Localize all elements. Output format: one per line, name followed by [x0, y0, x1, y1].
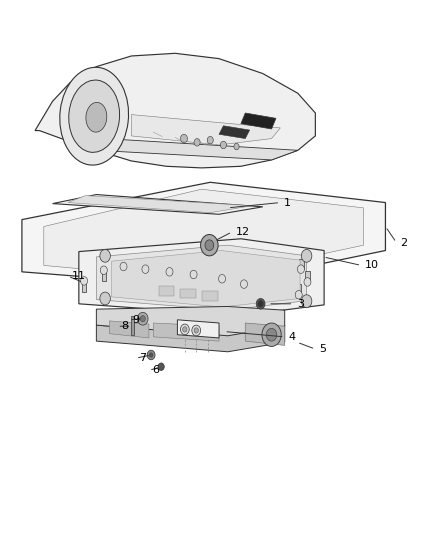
Text: 12: 12 — [236, 227, 250, 237]
Circle shape — [81, 277, 88, 285]
Text: 6: 6 — [152, 366, 159, 375]
Bar — [180, 289, 196, 298]
Circle shape — [180, 134, 187, 143]
Polygon shape — [96, 325, 285, 352]
Polygon shape — [299, 259, 304, 269]
Circle shape — [158, 363, 164, 370]
Polygon shape — [219, 126, 250, 139]
Circle shape — [258, 301, 263, 307]
Circle shape — [100, 292, 110, 305]
Polygon shape — [68, 196, 252, 213]
Polygon shape — [35, 53, 315, 168]
Polygon shape — [167, 272, 172, 282]
Polygon shape — [96, 140, 298, 160]
Circle shape — [194, 328, 198, 333]
Polygon shape — [53, 195, 263, 214]
Circle shape — [120, 262, 127, 271]
Polygon shape — [121, 266, 126, 277]
Text: 11: 11 — [71, 271, 85, 281]
Circle shape — [219, 274, 226, 283]
Polygon shape — [22, 182, 385, 287]
Text: 4: 4 — [288, 332, 295, 342]
Circle shape — [201, 235, 218, 256]
Circle shape — [192, 325, 201, 336]
Circle shape — [194, 139, 200, 146]
Circle shape — [138, 312, 148, 325]
Ellipse shape — [86, 102, 107, 132]
Circle shape — [100, 249, 110, 262]
Circle shape — [142, 265, 149, 273]
Polygon shape — [44, 189, 364, 280]
Circle shape — [266, 328, 277, 341]
Text: 10: 10 — [365, 261, 379, 270]
Circle shape — [304, 278, 311, 286]
Circle shape — [262, 323, 281, 346]
Bar — [202, 291, 218, 301]
Circle shape — [297, 265, 304, 273]
Circle shape — [220, 141, 226, 149]
Polygon shape — [131, 316, 134, 335]
Text: 7: 7 — [139, 353, 146, 363]
Circle shape — [240, 280, 247, 288]
Circle shape — [149, 353, 153, 357]
Text: 8: 8 — [121, 321, 128, 331]
Circle shape — [190, 270, 197, 279]
Polygon shape — [102, 270, 106, 281]
Polygon shape — [241, 113, 276, 129]
Polygon shape — [297, 284, 301, 295]
Circle shape — [147, 350, 155, 360]
Polygon shape — [220, 279, 224, 289]
Polygon shape — [177, 320, 219, 338]
Circle shape — [256, 298, 265, 309]
Circle shape — [207, 136, 213, 144]
Circle shape — [166, 268, 173, 276]
Polygon shape — [112, 251, 300, 307]
Circle shape — [100, 266, 107, 274]
Polygon shape — [245, 323, 285, 345]
Ellipse shape — [69, 80, 120, 152]
Polygon shape — [191, 274, 196, 285]
Text: 1: 1 — [284, 198, 291, 207]
Polygon shape — [79, 239, 324, 316]
Circle shape — [205, 240, 214, 251]
Polygon shape — [96, 306, 285, 336]
Polygon shape — [242, 284, 246, 295]
Polygon shape — [96, 245, 307, 310]
Polygon shape — [131, 115, 280, 145]
Circle shape — [140, 316, 145, 322]
Bar — [159, 286, 174, 296]
Polygon shape — [110, 321, 149, 338]
Text: 9: 9 — [133, 315, 140, 325]
Text: 5: 5 — [319, 344, 326, 354]
Ellipse shape — [60, 67, 128, 165]
Circle shape — [180, 324, 189, 335]
Polygon shape — [153, 323, 219, 341]
Text: 3: 3 — [297, 299, 304, 309]
Circle shape — [301, 249, 312, 262]
Polygon shape — [305, 271, 310, 282]
Polygon shape — [82, 281, 86, 292]
Circle shape — [301, 295, 312, 308]
Text: 2: 2 — [400, 238, 407, 247]
Polygon shape — [143, 269, 148, 280]
Circle shape — [295, 290, 302, 299]
Circle shape — [234, 143, 239, 150]
Circle shape — [183, 327, 187, 332]
